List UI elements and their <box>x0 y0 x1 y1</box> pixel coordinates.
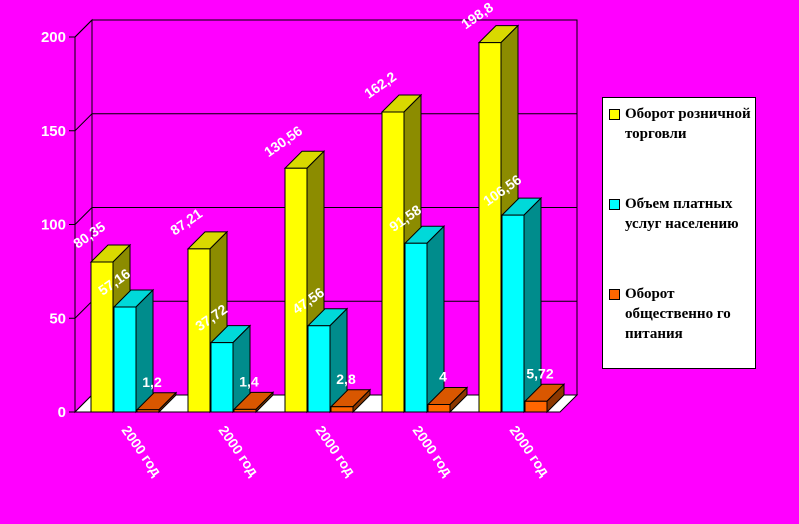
bar <box>524 400 548 413</box>
bar <box>233 408 257 413</box>
x-tick-label: 2000 год <box>410 423 456 480</box>
legend: Оборот розничной торговли Объем платных … <box>602 97 756 369</box>
y-axis: 0 50 100 150 200 <box>41 29 76 421</box>
bar <box>404 242 428 413</box>
y-tick-label: 0 <box>58 404 66 421</box>
legend-swatch-services <box>609 199 620 210</box>
data-label: 2,8 <box>336 371 356 387</box>
bar <box>210 342 234 413</box>
legend-label-retail: Оборот розничной торговли <box>625 106 751 142</box>
y-tick-label: 200 <box>41 29 66 46</box>
x-tick-label: 2000 год <box>216 423 262 480</box>
x-tick-label: 2000 год <box>507 423 553 480</box>
data-label: 4 <box>439 369 447 385</box>
bar <box>478 42 502 413</box>
bar <box>501 214 525 413</box>
legend-swatch-catering <box>609 289 620 300</box>
bar-side <box>135 288 154 414</box>
data-label: 1,4 <box>239 373 259 389</box>
bar <box>187 248 211 413</box>
bar <box>427 404 451 413</box>
data-label: 198,8 <box>458 0 496 32</box>
legend-swatch-retail <box>609 109 620 120</box>
legend-label-services: Объем платных услуг населению <box>625 196 739 232</box>
bar <box>330 406 354 413</box>
x-axis: 2000 год 2000 год 2000 год 2000 год 2000 год <box>119 423 553 480</box>
data-label: 1,2 <box>142 374 162 390</box>
data-label: 162,2 <box>361 68 399 101</box>
gridline <box>74 19 577 38</box>
bar <box>381 111 405 413</box>
x-tick-label: 2000 год <box>119 423 165 480</box>
bar <box>307 325 331 413</box>
bar <box>113 306 137 413</box>
data-label: 87,21 <box>167 205 205 238</box>
bar <box>284 167 308 413</box>
data-label: 5,72 <box>526 365 553 381</box>
y-tick-label: 50 <box>49 310 66 327</box>
y-tick-label: 150 <box>41 123 66 140</box>
x-tick-label: 2000 год <box>313 423 359 480</box>
bars <box>89 24 566 414</box>
legend-label-catering: Оборот общественно го питания <box>625 286 731 342</box>
y-tick-label: 100 <box>41 217 66 234</box>
bar <box>136 409 160 413</box>
bar <box>90 261 114 413</box>
